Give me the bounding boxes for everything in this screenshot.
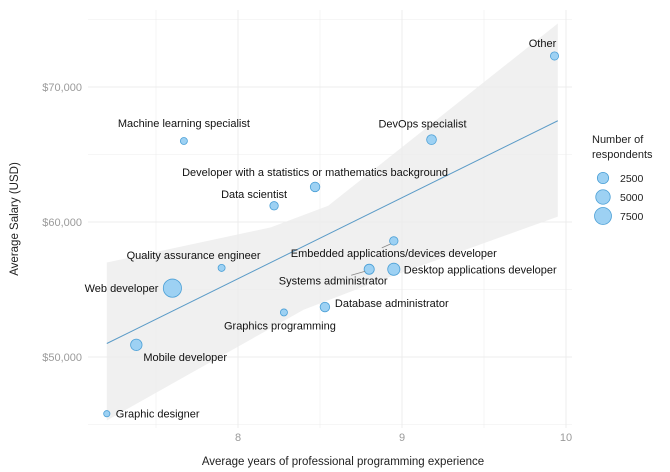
legend-title-line-1: Number of [592,134,644,146]
point-data-scientist [269,201,279,211]
point-label: Desktop applications developer [404,264,557,276]
point-labels: Other DevOps specialist Machine learning s… [85,38,557,421]
point-label: Developer with a statistics or mathemati… [182,167,448,179]
point-label: Graphic designer [116,409,200,421]
legend-label: 7500 [620,211,644,223]
point-label: Data scientist [221,189,287,201]
legend: Number of respondents 2500 5000 7500 [592,134,653,225]
label-leader-line [351,270,366,276]
point-label: Other [529,38,557,50]
x-tick-label: 9 [399,432,405,444]
point-label: Graphics programming [224,320,336,332]
legend-key-circle [595,189,611,205]
label-leader-line [381,243,391,249]
trend-line [106,120,559,344]
point-machine-learning-specialist [179,137,188,145]
legend-key-circle [596,171,610,185]
point-label: Database administrator [335,298,449,310]
y-tick-label: $50,000 [42,352,82,364]
legend-title-line-2: respondents [592,149,653,161]
y-tick-label: $60,000 [42,217,82,229]
point-label: Mobile developer [143,352,227,364]
point-embedded-applications-devices-developer [389,236,399,246]
point-label: DevOps specialist [378,119,466,131]
x-tick-label: 10 [560,432,572,444]
point-web-developer [162,278,182,298]
y-axis-title: Average Salary (USD) [9,162,21,276]
point-label: Systems administrator [279,275,388,287]
point-systems-administrator [363,263,375,275]
point-graphic-designer [103,410,111,418]
point-quality-assurance-engineer [217,263,226,272]
point-label: Machine learning specialist [118,118,250,130]
y-tick-label: $70,000 [42,82,82,94]
data-points [103,51,560,418]
point-devops-specialist [426,134,437,145]
legend-label: 5000 [620,192,644,204]
trend-line-layer [106,120,559,344]
x-axis-title: Average years of professional programmin… [202,456,484,468]
point-label: Quality assurance engineer [127,250,261,262]
point-label: Web developer [85,283,159,295]
point-mobile-developer [130,338,143,351]
point-graphics-programming [279,308,288,317]
point-database-administrator [319,301,331,313]
point-desktop-applications-developer [387,262,401,276]
confidence-band-layer [106,23,558,421]
legend-label: 2500 [620,173,644,185]
x-tick-label: 8 [235,432,241,444]
axes: Average years of professional programmin… [9,82,572,468]
point-other [550,51,560,61]
point-developer-with-a-statistics-or-mathematics-background [309,181,321,193]
confidence-band [106,23,558,421]
legend-key-circle [594,207,612,225]
point-label: Embedded applications/devices developer [291,248,497,260]
